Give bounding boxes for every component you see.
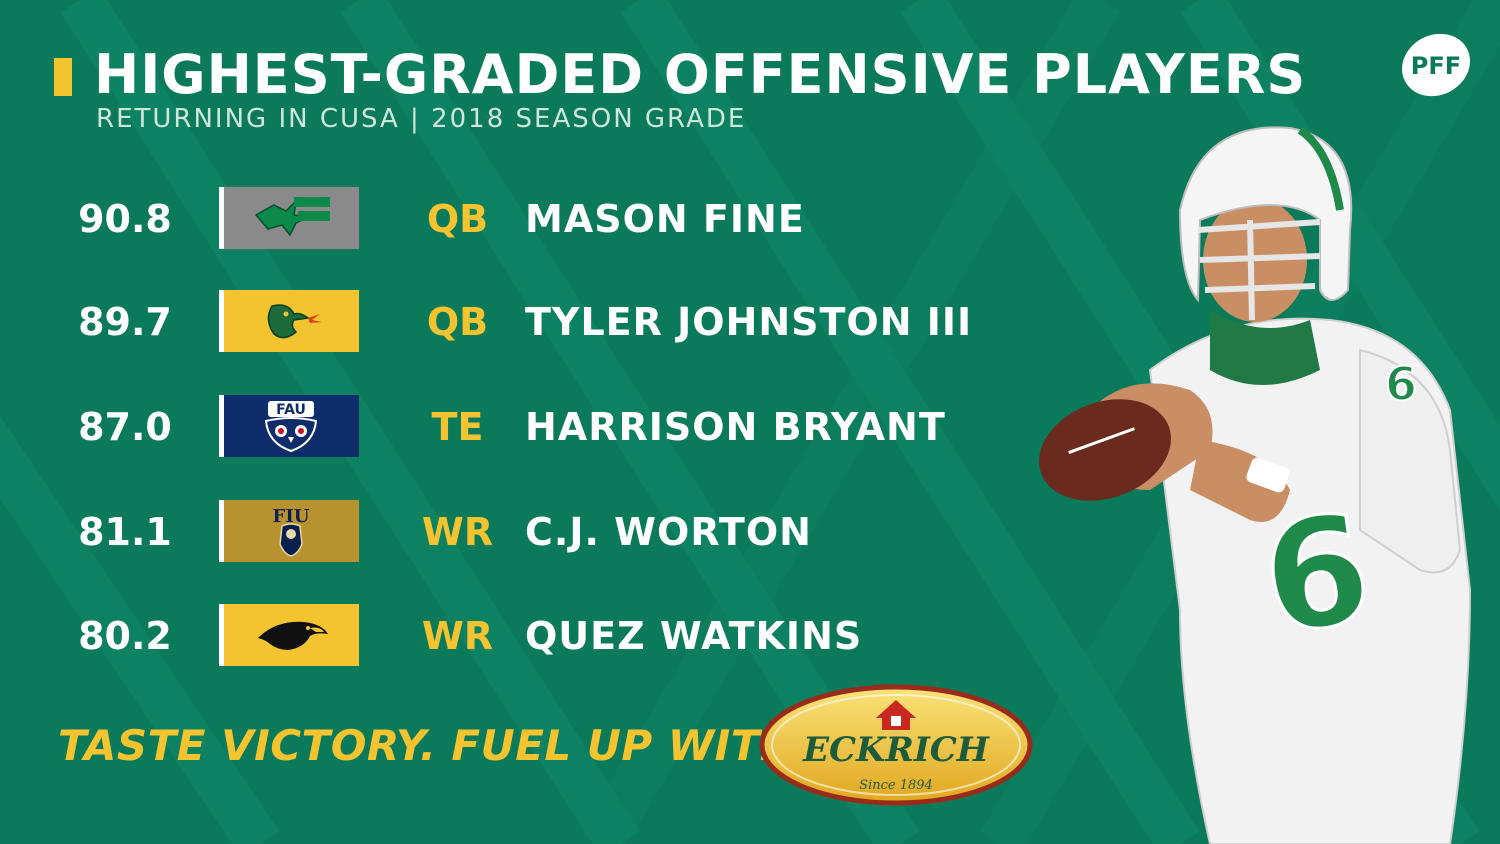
player-row: 81.1 FIU WR C.J. WORTON (0, 500, 1100, 564)
fau-owl-logo-icon: FAU (264, 401, 318, 453)
player-name: QUEZ WATKINS (525, 614, 863, 658)
svg-text:6: 6 (1385, 357, 1417, 411)
row-divider (219, 395, 224, 457)
title-accent-bar (54, 58, 72, 96)
player-grade: 89.7 (78, 300, 172, 344)
player-position: WR (421, 510, 494, 554)
player-grade: 80.2 (78, 614, 172, 658)
sponsor-brand: ECKRICH (803, 730, 989, 770)
svg-text:FIU: FIU (273, 506, 310, 527)
row-divider (219, 604, 224, 666)
row-divider (219, 290, 224, 352)
team-logo-box (224, 604, 359, 666)
team-logo-box: FIU (224, 500, 359, 562)
pff-logo-text: PFF (1411, 52, 1461, 80)
uab-dragon-logo-icon (267, 304, 322, 339)
player-photo: 6 6 (1039, 126, 1472, 844)
player-position: QB (426, 300, 489, 344)
row-divider (219, 187, 224, 249)
page-title: HIGHEST-GRADED OFFENSIVE PLAYERS (94, 43, 1307, 106)
player-grade: 90.8 (78, 197, 172, 241)
player-position: TE (431, 405, 484, 449)
team-logo-box (224, 187, 359, 249)
team-logo-box (224, 290, 359, 352)
eckrich-logo (759, 684, 1033, 806)
player-row: 89.7 QB TYLER JOHNSTON III (0, 290, 1100, 354)
player-name: C.J. WORTON (525, 510, 812, 554)
row-divider (219, 500, 224, 562)
player-name: TYLER JOHNSTON III (525, 300, 973, 344)
team-logo-box: FAU (224, 395, 359, 457)
player-position: QB (426, 197, 489, 241)
player-name: HARRISON BRYANT (525, 405, 946, 449)
player-grade: 81.1 (78, 510, 172, 554)
north-texas-logo-icon (254, 197, 330, 237)
southern-miss-eagle-logo-icon (258, 621, 328, 650)
sponsor-since: Since 1894 (859, 778, 933, 793)
pff-logo: PFF (1402, 33, 1470, 97)
sponsor-tagline: TASTE VICTORY. FUEL UP WITH (58, 721, 796, 770)
page-subtitle: RETURNING IN CUSA | 2018 SEASON GRADE (96, 104, 747, 134)
svg-text:FAU: FAU (276, 402, 306, 418)
player-position: WR (421, 614, 494, 658)
player-row: 90.8 QB MASON FINE (0, 187, 1100, 251)
player-name: MASON FINE (525, 197, 805, 241)
fiu-panther-logo-icon: FIU (273, 506, 310, 557)
player-row: 87.0 FAU TE HARRISON BRYANT (0, 395, 1100, 459)
player-grade: 87.0 (78, 405, 172, 449)
player-row: 80.2 WR QUEZ WATKINS (0, 604, 1100, 668)
